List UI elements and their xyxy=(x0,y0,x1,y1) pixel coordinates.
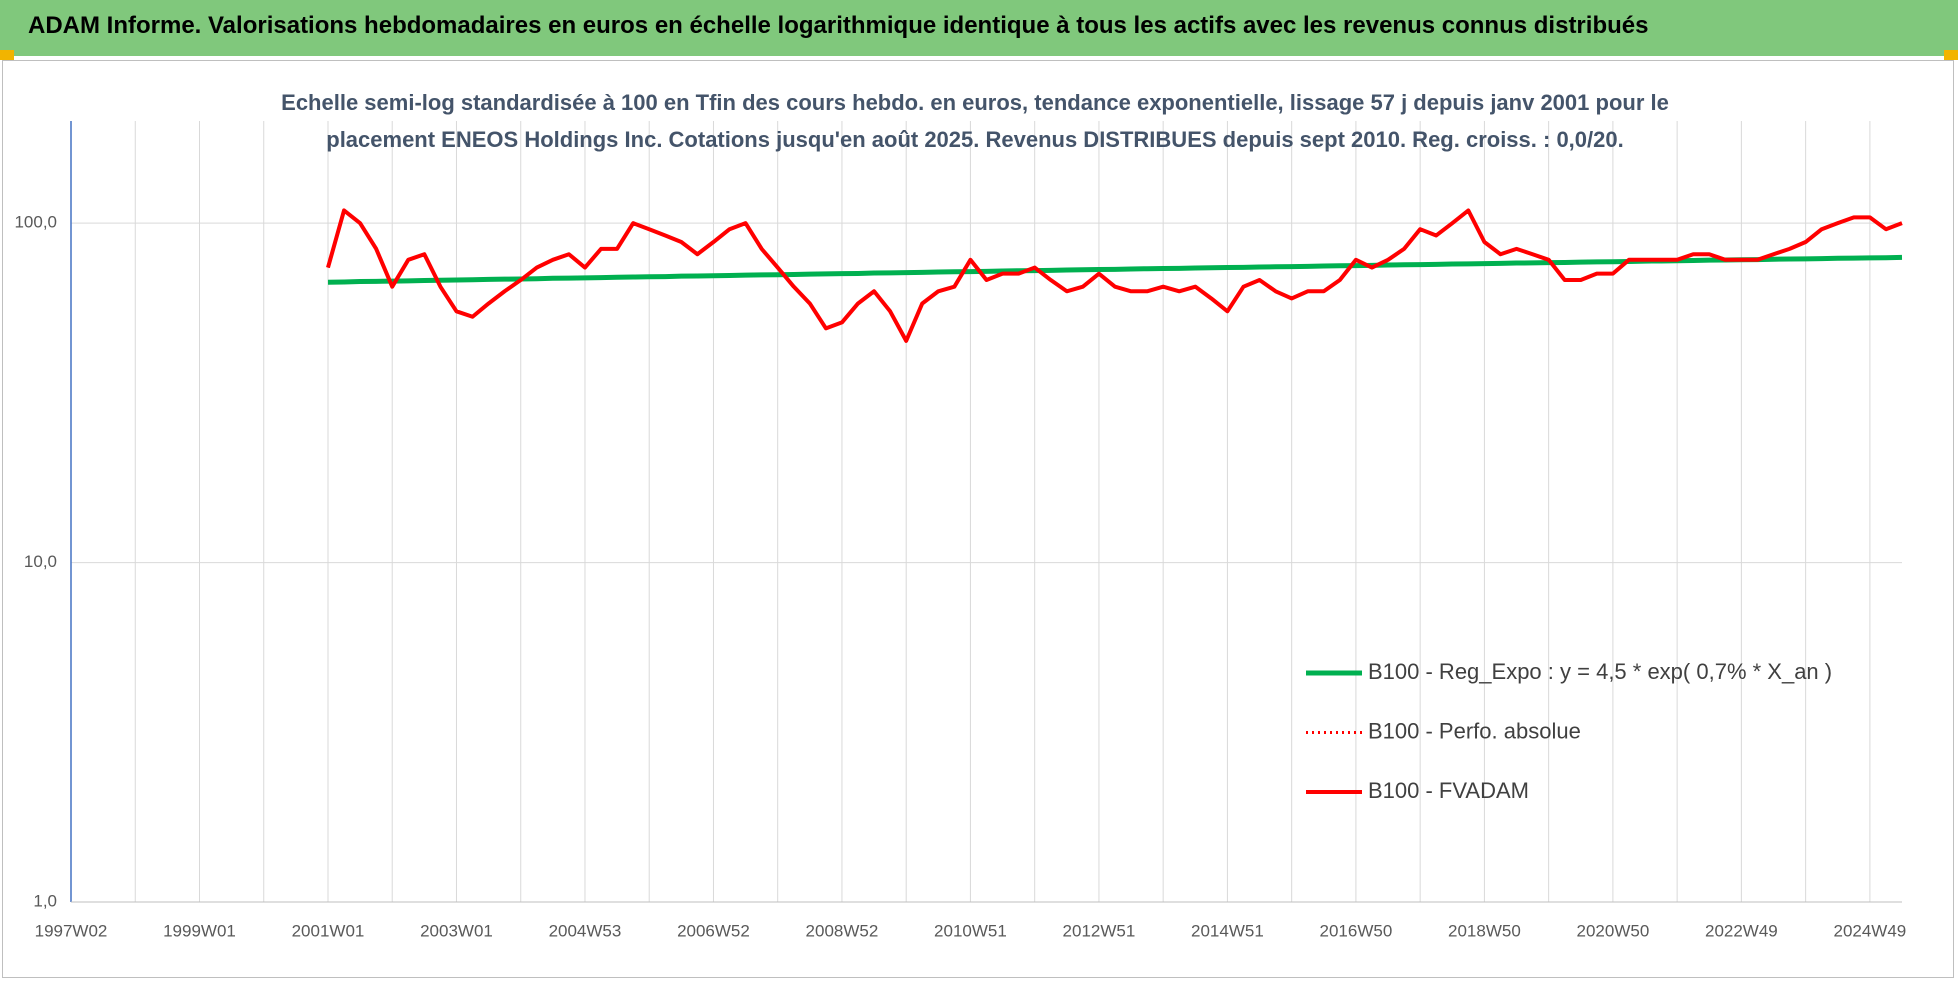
header-bar: ADAM Informe. Valorisations hebdomadaire… xyxy=(0,0,1958,56)
x-tick-label: 2018W50 xyxy=(1448,921,1521,940)
x-tick-label: 2014W51 xyxy=(1191,921,1264,940)
corner-marker xyxy=(1944,50,1958,60)
legend-label: B100 - Reg_Expo : y = 4,5 * exp( 0,7% * … xyxy=(1368,659,1832,684)
x-tick-label: 2016W50 xyxy=(1320,921,1393,940)
x-tick-label: 2010W51 xyxy=(934,921,1007,940)
x-tick-label: 2022W49 xyxy=(1705,921,1778,940)
y-tick-label: 10,0 xyxy=(24,552,57,571)
series-line xyxy=(326,208,1903,343)
legend-label: B100 - FVADAM xyxy=(1368,778,1529,803)
x-tick-label: 2024W49 xyxy=(1833,921,1906,940)
legend-label: B100 - Perfo. absolue xyxy=(1368,718,1581,743)
x-tick-label: 1999W01 xyxy=(163,921,236,940)
x-tick-label: 2008W52 xyxy=(806,921,879,940)
header-title: ADAM Informe. Valorisations hebdomadaire… xyxy=(28,12,1649,39)
x-tick-label: 2012W51 xyxy=(1063,921,1136,940)
y-tick-label: 100,0 xyxy=(14,213,57,232)
x-tick-label: 2004W53 xyxy=(549,921,622,940)
x-tick-label: 2003W01 xyxy=(420,921,493,940)
x-tick-label: 1997W02 xyxy=(35,921,108,940)
x-tick-label: 2006W52 xyxy=(677,921,750,940)
y-tick-label: 1,0 xyxy=(33,891,57,910)
chart-frame xyxy=(2,60,1954,978)
x-tick-label: 2001W01 xyxy=(292,921,365,940)
x-tick-label: 2020W50 xyxy=(1577,921,1650,940)
chart-title: Echelle semi-log standardisée à 100 en T… xyxy=(281,90,1669,152)
corner-marker xyxy=(0,50,14,60)
